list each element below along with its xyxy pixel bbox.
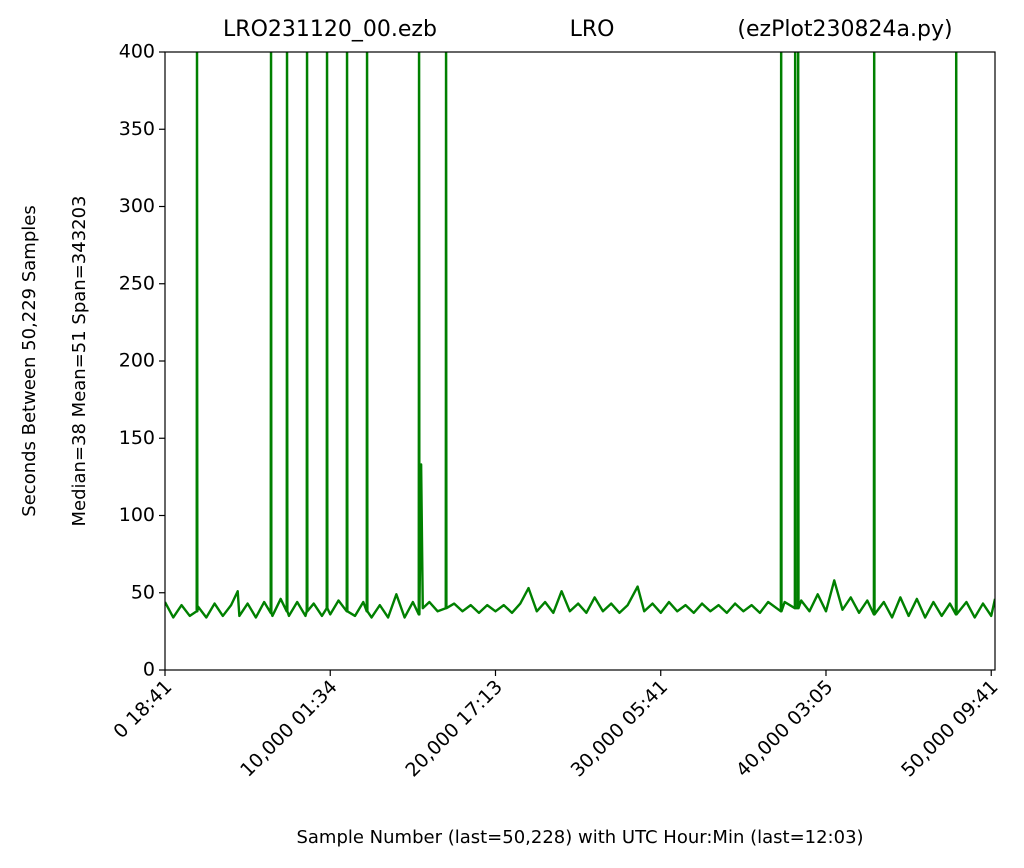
y-tick-label: 300	[119, 195, 155, 217]
x-tick-label: 50,000 09:41	[897, 676, 1003, 782]
x-tick-label: 30,000 05:41	[567, 676, 673, 782]
plot-frame	[164, 51, 996, 671]
title-right: (ezPlot230824a.py)	[737, 17, 952, 42]
x-tick-label: 10,000 01:34	[236, 676, 342, 782]
x-tick-label: 20,000 17:13	[401, 676, 507, 782]
title-left: LRO231120_00.ezb	[223, 17, 437, 42]
x-tick-label: 0 18:41	[109, 676, 176, 743]
y-axis-label-2: Median=38 Mean=51 Span=343203	[69, 195, 90, 526]
y-tick-label: 100	[119, 504, 155, 526]
y-tick-label: 400	[119, 41, 155, 63]
chart-title: LRO	[570, 17, 615, 42]
y-tick-label: 350	[119, 118, 155, 140]
y-tick-label: 0	[143, 659, 155, 681]
data-line	[165, 52, 995, 619]
x-tick-label: 40,000 03:05	[732, 676, 838, 782]
y-tick-label: 200	[119, 350, 155, 372]
y-tick-label: 50	[131, 581, 155, 603]
y-tick-label: 150	[119, 427, 155, 449]
y-axis-label: Seconds Between 50,229 Samples	[19, 205, 40, 516]
x-axis-label: Sample Number (last=50,228) with UTC Hou…	[296, 827, 863, 848]
y-tick-label: 250	[119, 272, 155, 294]
